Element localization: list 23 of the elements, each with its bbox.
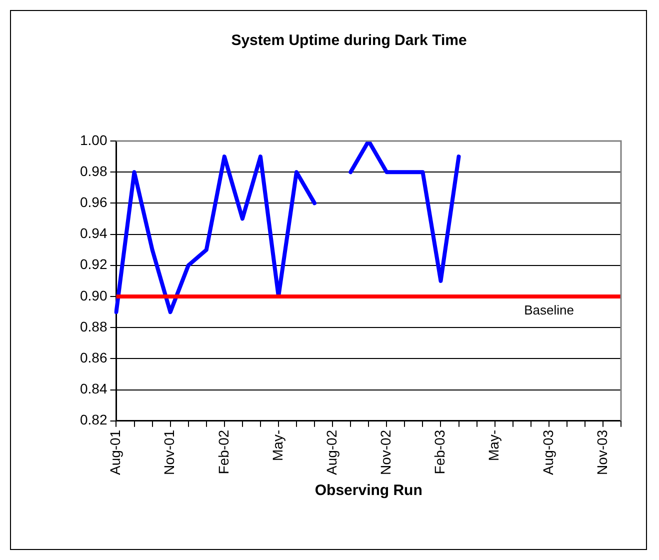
chart-title: System Uptime during Dark Time [231, 32, 467, 50]
y-tick-label: 0.94 [80, 225, 108, 242]
y-tick-label: 0.88 [80, 318, 108, 334]
x-tick-label: Nov-03 [594, 430, 610, 475]
x-tick-label: May- [486, 430, 502, 461]
x-tick-label: May- [269, 430, 286, 461]
x-tick-label: Feb-03 [432, 430, 448, 474]
x-tick-label: Aug-01 [107, 430, 124, 476]
x-axis-title: Observing Run [314, 482, 422, 500]
y-tick-label: 0.92 [80, 256, 108, 272]
y-tick-label: 0.90 [80, 287, 108, 304]
y-tick-label: 0.82 [80, 412, 108, 428]
y-tick-label: 0.86 [80, 350, 108, 366]
y-tick-label: 0.96 [80, 194, 108, 210]
y-tick-label: 0.84 [80, 380, 108, 397]
y-tick-label: 0.98 [80, 162, 108, 179]
ref-line-label: Baseline [524, 302, 574, 318]
x-tick-label: Aug-03 [540, 430, 556, 476]
x-tick-label: Aug-02 [323, 430, 340, 476]
x-tick-label: Nov-02 [378, 430, 394, 475]
x-tick-label: Nov-01 [161, 430, 178, 475]
y-tick-label: 1.00 [80, 132, 108, 148]
x-tick-label: Feb-02 [215, 430, 232, 474]
